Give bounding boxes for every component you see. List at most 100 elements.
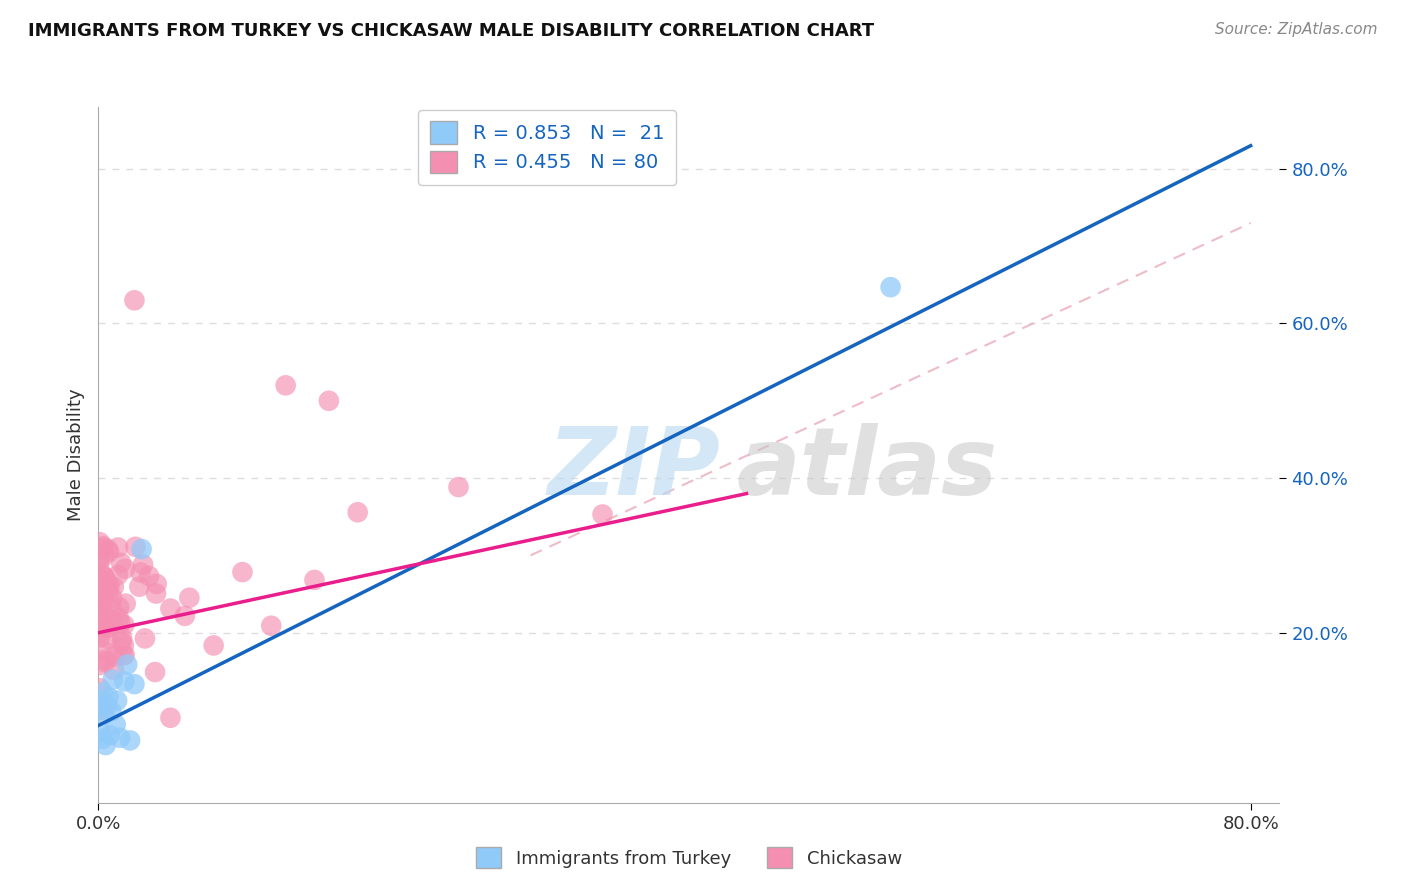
Point <box>111 631 134 645</box>
Point <box>110 616 132 631</box>
Point <box>879 280 901 294</box>
Point <box>93 585 115 599</box>
Point <box>96 578 118 592</box>
Point <box>89 577 111 591</box>
Point <box>231 565 253 579</box>
Point <box>97 587 120 601</box>
Point <box>179 591 201 605</box>
Point <box>87 575 110 590</box>
Point <box>112 674 135 689</box>
Point <box>90 599 112 614</box>
Point <box>274 378 297 392</box>
Point <box>93 589 115 603</box>
Point <box>304 573 326 587</box>
Point <box>100 613 122 627</box>
Point <box>93 569 115 583</box>
Y-axis label: Male Disability: Male Disability <box>66 389 84 521</box>
Point <box>592 508 614 522</box>
Point <box>90 574 112 588</box>
Point <box>202 639 225 653</box>
Point <box>111 634 134 648</box>
Point <box>107 611 129 625</box>
Point <box>105 693 128 707</box>
Point <box>115 657 138 672</box>
Point <box>159 601 181 615</box>
Point <box>103 663 125 677</box>
Point <box>89 556 111 570</box>
Point <box>90 698 112 713</box>
Point <box>98 728 121 742</box>
Point <box>110 556 132 570</box>
Point <box>120 733 142 747</box>
Point <box>97 542 120 557</box>
Point <box>131 542 153 557</box>
Text: Source: ZipAtlas.com: Source: ZipAtlas.com <box>1215 22 1378 37</box>
Point <box>100 704 122 718</box>
Legend: Immigrants from Turkey, Chickasaw: Immigrants from Turkey, Chickasaw <box>467 838 911 877</box>
Point <box>346 505 368 519</box>
Point <box>91 541 114 556</box>
Point <box>96 620 118 634</box>
Point <box>108 600 131 615</box>
Point <box>93 549 115 564</box>
Point <box>447 480 470 494</box>
Point <box>103 580 125 594</box>
Point <box>94 644 117 658</box>
Point <box>97 632 120 647</box>
Point <box>93 539 115 553</box>
Point <box>104 649 127 664</box>
Point <box>89 725 111 739</box>
Point <box>114 597 136 611</box>
Text: IMMIGRANTS FROM TURKEY VS CHICKASAW MALE DISABILITY CORRELATION CHART: IMMIGRANTS FROM TURKEY VS CHICKASAW MALE… <box>28 22 875 40</box>
Point <box>96 698 118 713</box>
Point <box>112 648 135 663</box>
Point <box>114 648 136 662</box>
Point <box>143 665 166 679</box>
Point <box>94 738 117 752</box>
Point <box>318 393 340 408</box>
Point <box>97 580 120 594</box>
Point <box>108 731 131 745</box>
Point <box>93 607 115 622</box>
Point <box>87 550 110 565</box>
Text: ZIP: ZIP <box>547 423 720 515</box>
Point <box>87 606 110 620</box>
Point <box>91 591 114 605</box>
Point <box>94 655 117 669</box>
Point <box>173 608 195 623</box>
Point <box>89 631 111 645</box>
Point <box>97 579 120 593</box>
Point <box>145 577 167 591</box>
Point <box>129 566 152 580</box>
Point <box>100 600 122 615</box>
Point <box>114 562 136 576</box>
Point <box>97 621 120 635</box>
Point <box>138 569 160 583</box>
Point <box>159 711 181 725</box>
Point <box>145 586 167 600</box>
Point <box>101 673 124 687</box>
Point <box>112 638 135 652</box>
Point <box>90 625 112 640</box>
Point <box>90 567 112 582</box>
Point <box>94 573 117 587</box>
Point <box>112 618 135 632</box>
Text: atlas: atlas <box>737 423 997 515</box>
Point <box>96 574 118 588</box>
Point <box>89 598 111 612</box>
Point <box>260 619 283 633</box>
Point <box>90 703 112 717</box>
Point <box>89 681 111 696</box>
Point <box>98 545 121 559</box>
Point <box>97 690 120 705</box>
Point <box>94 618 117 632</box>
Point <box>90 694 112 708</box>
Point <box>107 568 129 582</box>
Point <box>124 293 146 308</box>
Point <box>93 707 115 722</box>
Point <box>134 632 156 646</box>
Point <box>104 717 127 731</box>
Point <box>89 535 111 549</box>
Point <box>98 579 121 593</box>
Point <box>124 677 146 691</box>
